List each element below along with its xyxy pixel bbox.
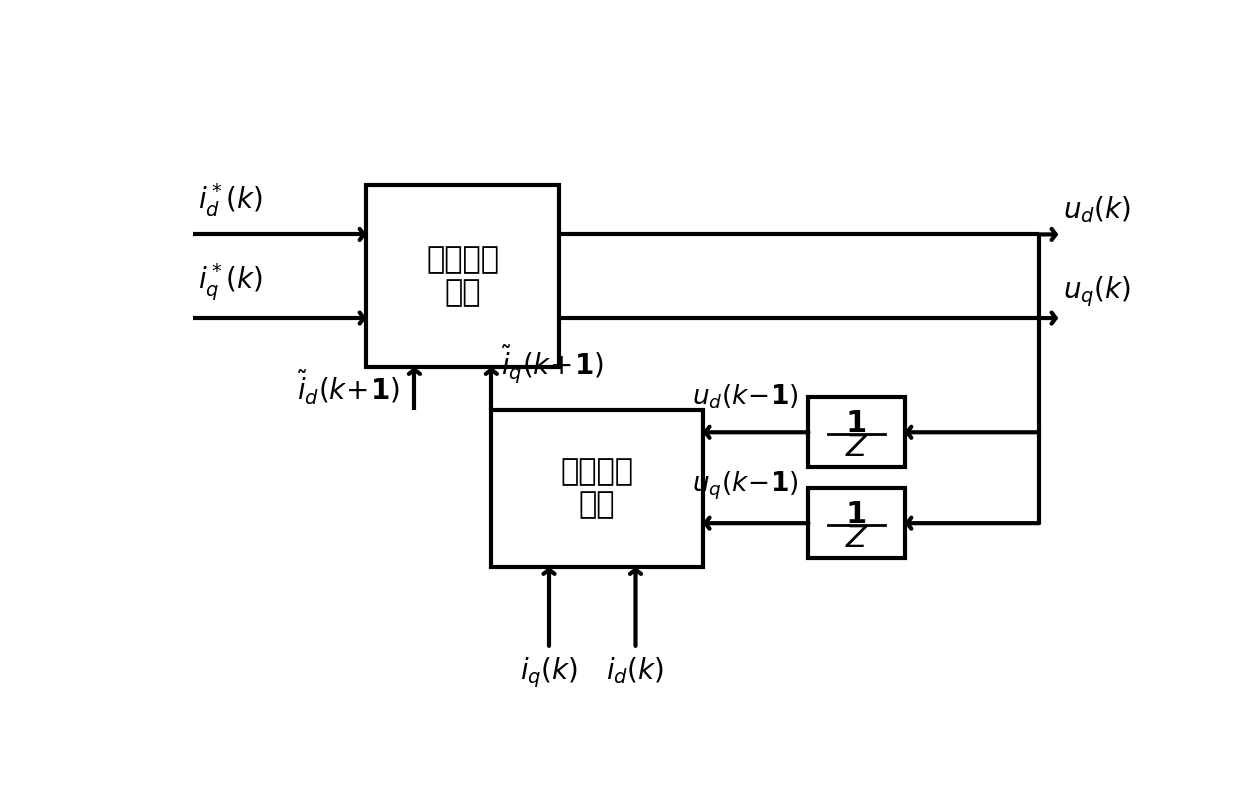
Text: 电压计算
方程: 电压计算 方程 <box>427 245 498 308</box>
Text: $u_d(k\!-\!\mathbf{1})$: $u_d(k\!-\!\mathbf{1})$ <box>692 382 799 411</box>
Bar <box>367 185 558 367</box>
Text: $u_d(k)$: $u_d(k)$ <box>1063 194 1131 225</box>
Text: $u_q(k)$: $u_q(k)$ <box>1063 275 1131 309</box>
Bar <box>491 409 703 567</box>
Bar <box>808 488 905 558</box>
Text: Z: Z <box>846 524 867 553</box>
Text: $i_d(k)$: $i_d(k)$ <box>606 655 665 685</box>
Text: 电流预测
方程: 电流预测 方程 <box>560 457 634 519</box>
Bar <box>808 397 905 467</box>
Text: $i_d^*(k)$: $i_d^*(k)$ <box>198 181 263 220</box>
Text: $i_q^*(k)$: $i_q^*(k)$ <box>198 261 263 303</box>
Text: $\widetilde{i}_q(k\!+\!\mathbf{1})$: $\widetilde{i}_q(k\!+\!\mathbf{1})$ <box>501 343 604 385</box>
Text: 1: 1 <box>846 409 867 438</box>
Text: $\widetilde{i}_d(k\!+\!\mathbf{1})$: $\widetilde{i}_d(k\!+\!\mathbf{1})$ <box>298 369 401 408</box>
Text: $i_q(k)$: $i_q(k)$ <box>520 655 578 689</box>
Text: $u_q(k\!-\!\mathbf{1})$: $u_q(k\!-\!\mathbf{1})$ <box>692 470 799 502</box>
Text: Z: Z <box>846 433 867 462</box>
Text: 1: 1 <box>846 501 867 530</box>
